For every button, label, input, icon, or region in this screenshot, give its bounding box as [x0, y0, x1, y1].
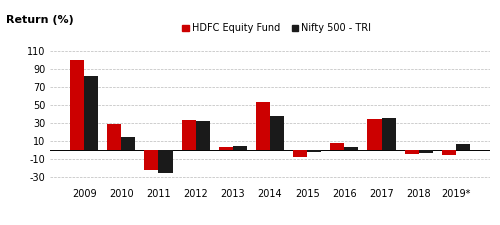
- Bar: [442, 150, 456, 155]
- Bar: [233, 146, 247, 150]
- Bar: [158, 150, 172, 173]
- Bar: [293, 150, 307, 157]
- Bar: [107, 124, 122, 150]
- Bar: [307, 150, 322, 152]
- Bar: [196, 122, 210, 150]
- Bar: [418, 150, 433, 153]
- Text: Return (%): Return (%): [6, 15, 74, 25]
- Bar: [456, 144, 470, 150]
- Bar: [368, 119, 382, 150]
- Bar: [218, 147, 233, 150]
- Bar: [270, 116, 284, 150]
- Bar: [182, 120, 196, 150]
- Bar: [122, 137, 136, 150]
- Bar: [70, 60, 84, 150]
- Bar: [404, 150, 418, 154]
- Bar: [330, 143, 344, 150]
- Bar: [382, 118, 396, 150]
- Legend: HDFC Equity Fund, Nifty 500 - TRI: HDFC Equity Fund, Nifty 500 - TRI: [178, 19, 375, 37]
- Bar: [144, 150, 158, 170]
- Bar: [256, 102, 270, 150]
- Bar: [84, 76, 98, 150]
- Bar: [344, 147, 358, 150]
